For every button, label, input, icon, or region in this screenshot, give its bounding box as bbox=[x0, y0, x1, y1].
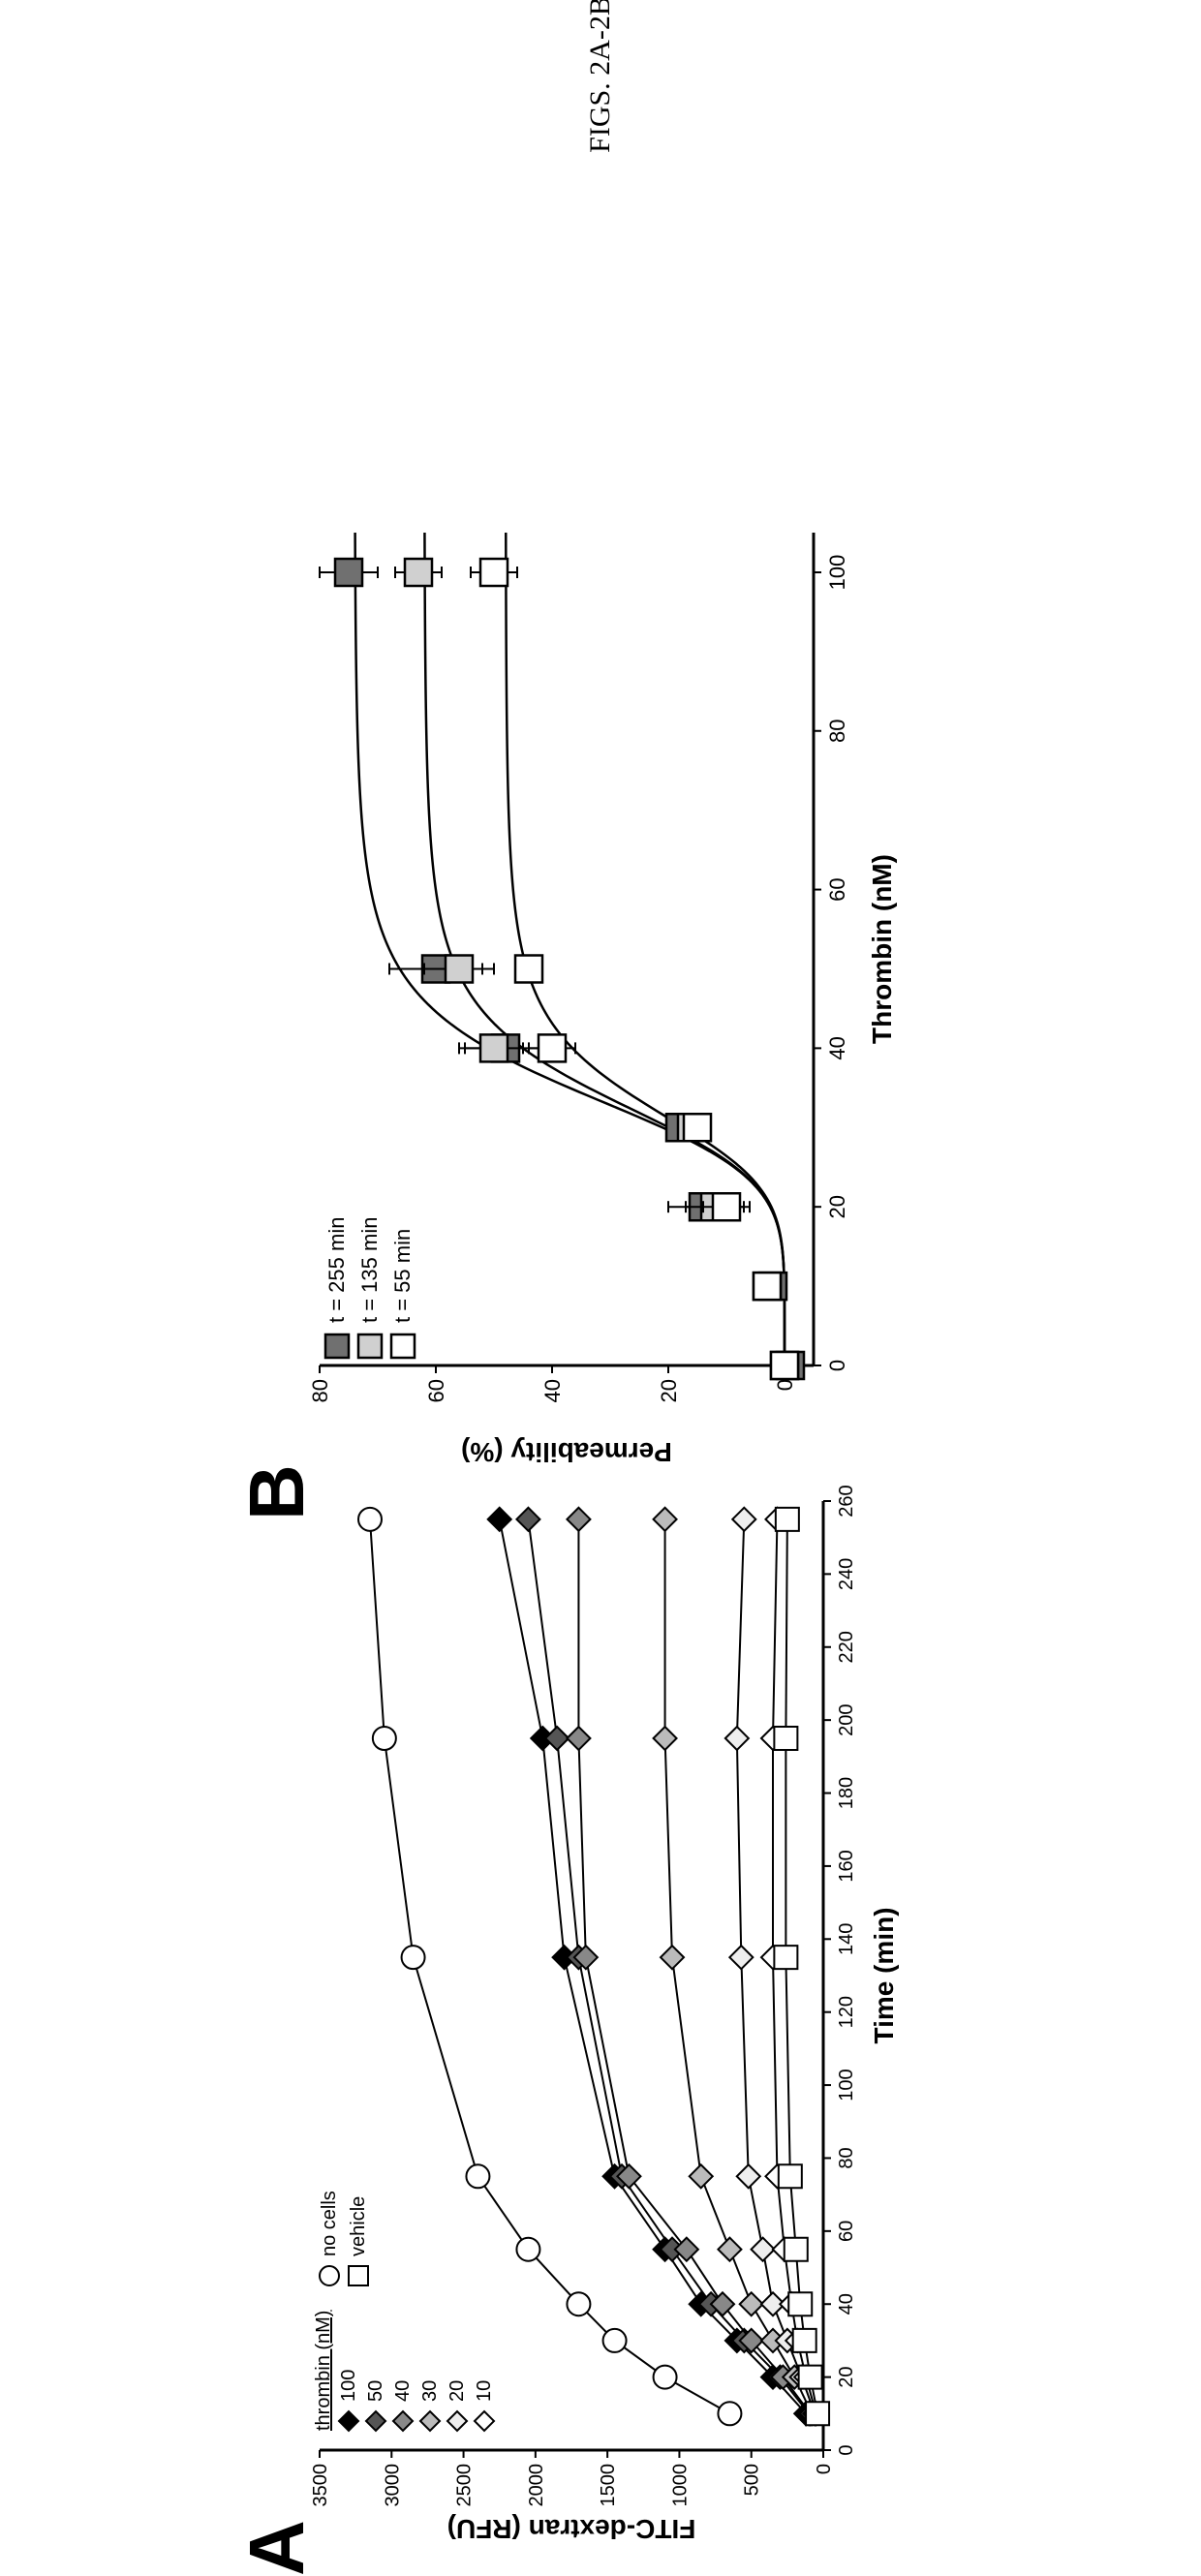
svg-text:100: 100 bbox=[825, 555, 849, 591]
svg-text:Time (min): Time (min) bbox=[869, 1907, 899, 2043]
svg-text:t = 135 min: t = 135 min bbox=[357, 1217, 382, 1323]
svg-text:220: 220 bbox=[836, 1631, 857, 1663]
svg-text:0: 0 bbox=[836, 2444, 857, 2455]
svg-text:0: 0 bbox=[773, 1379, 797, 1391]
svg-text:vehicle: vehicle bbox=[348, 2196, 369, 2256]
svg-text:3000: 3000 bbox=[382, 2464, 403, 2507]
svg-text:t = 255 min: t = 255 min bbox=[324, 1217, 349, 1323]
svg-text:120: 120 bbox=[836, 1996, 857, 2028]
svg-text:10: 10 bbox=[474, 2380, 495, 2402]
svg-text:240: 240 bbox=[836, 1558, 857, 1590]
svg-text:100: 100 bbox=[338, 2370, 359, 2402]
svg-text:FITC-dextran (RFU): FITC-dextran (RFU) bbox=[447, 2514, 696, 2544]
legend-b: t = 255 min t = 135 min t = 55 min bbox=[324, 1217, 415, 1358]
svg-text:80: 80 bbox=[825, 720, 849, 743]
svg-text:160: 160 bbox=[836, 1850, 857, 1882]
svg-text:0: 0 bbox=[814, 2464, 835, 2474]
svg-text:40: 40 bbox=[836, 2293, 857, 2315]
figure-title: FIGS. 2A-2B bbox=[584, 0, 616, 153]
svg-text:Permeability (%): Permeability (%) bbox=[461, 1437, 672, 1467]
svg-text:20: 20 bbox=[836, 2366, 857, 2387]
svg-text:80: 80 bbox=[308, 1379, 332, 1402]
chart-b-svg: 0 20 40 60 80 0 20 40 60 80 100 Thrombin (nM) Permea… bbox=[291, 504, 910, 1472]
svg-text:1000: 1000 bbox=[669, 2464, 691, 2507]
svg-text:20: 20 bbox=[825, 1195, 849, 1218]
svg-text:no cells: no cells bbox=[319, 2191, 340, 2256]
svg-text:140: 140 bbox=[836, 1923, 857, 1955]
svg-text:260: 260 bbox=[836, 1485, 857, 1517]
svg-text:40: 40 bbox=[540, 1379, 565, 1402]
svg-text:30: 30 bbox=[419, 2380, 441, 2402]
chart-a: 0 500 1000 1500 2000 2500 3000 3500 0 20 40 60 80 100… bbox=[291, 1482, 910, 2547]
svg-text:50: 50 bbox=[365, 2380, 386, 2402]
svg-text:0: 0 bbox=[825, 1360, 849, 1371]
svg-text:80: 80 bbox=[836, 2147, 857, 2168]
legend-a: thrombin (nM)100 50 4030 20 10 no cells vehicl… bbox=[313, 2191, 495, 2431]
svg-text:200: 200 bbox=[836, 1703, 857, 1735]
svg-text:1500: 1500 bbox=[598, 2464, 619, 2507]
svg-text:100: 100 bbox=[836, 2069, 857, 2101]
svg-text:2000: 2000 bbox=[526, 2464, 547, 2507]
panel-b-label: B bbox=[232, 1464, 322, 1520]
svg-text:2500: 2500 bbox=[454, 2464, 476, 2507]
svg-text:t = 55 min: t = 55 min bbox=[390, 1229, 415, 1323]
svg-text:20: 20 bbox=[657, 1379, 681, 1402]
svg-text:180: 180 bbox=[836, 1777, 857, 1809]
svg-text:60: 60 bbox=[424, 1379, 448, 1402]
svg-text:60: 60 bbox=[836, 2221, 857, 2242]
svg-text:500: 500 bbox=[742, 2464, 763, 2496]
svg-text:Thrombin (nM): Thrombin (nM) bbox=[867, 854, 897, 1044]
svg-text:40: 40 bbox=[392, 2380, 414, 2402]
svg-text:20: 20 bbox=[447, 2380, 468, 2402]
chart-a-svg: 0 500 1000 1500 2000 2500 3000 3500 0 20 40 60 80 100… bbox=[291, 1482, 910, 2547]
chart-b: 0 20 40 60 80 0 20 40 60 80 100 Thrombin (nM) Permea… bbox=[291, 504, 910, 1472]
svg-text:thrombin (nM): thrombin (nM) bbox=[313, 2311, 334, 2431]
svg-text:40: 40 bbox=[825, 1036, 849, 1059]
svg-text:60: 60 bbox=[825, 877, 849, 901]
svg-text:3500: 3500 bbox=[310, 2464, 331, 2507]
